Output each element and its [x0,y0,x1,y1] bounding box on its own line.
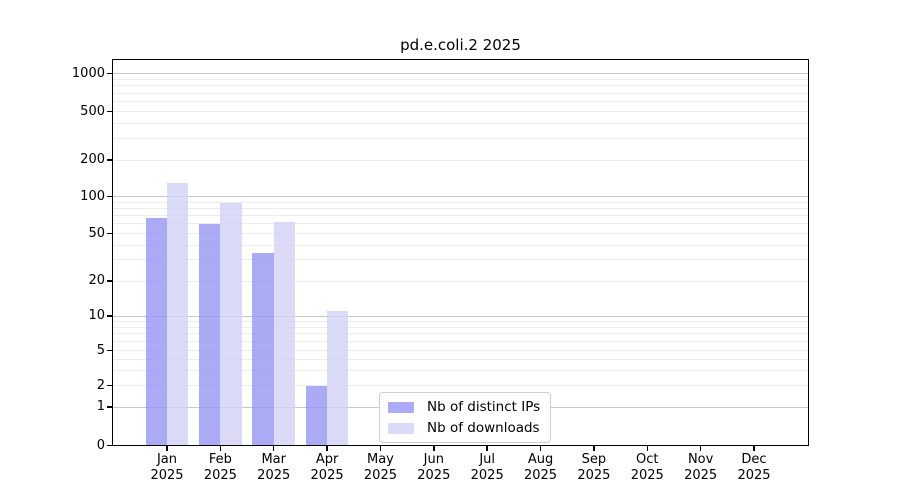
x-tick-mark [166,446,168,451]
x-tick-mark [219,446,222,451]
bar-apr-nb-of-distinct-ips [305,385,328,446]
gridline [113,122,808,124]
legend-swatch-downloads [388,422,414,434]
y-tick-label: 10 [88,308,105,323]
legend: Nb of distinct IPs Nb of downloads [379,392,552,443]
gridline [113,369,808,371]
gridline [113,385,808,386]
gridline [113,233,808,234]
x-tick-mark [539,446,542,451]
gridline [113,111,808,112]
x-tick-mark [593,446,595,451]
bar-mar-nb-of-downloads [273,222,296,446]
gridline [113,280,808,282]
y-tick-label: 1 [96,399,105,414]
y-tick-mark [107,195,112,198]
x-tick-mark [646,446,648,451]
x-tick-label-mar: Mar 2025 [257,452,291,483]
gridline [113,340,808,342]
y-tick-label: 100 [80,188,105,204]
x-tick-mark [273,446,275,451]
x-tick-mark [753,446,755,451]
bar-mar-nb-of-distinct-ips [252,253,274,446]
x-tick-label-jul: Jul 2025 [470,452,504,483]
y-tick-label: 500 [80,103,105,119]
legend-label-downloads: Nb of downloads [427,420,540,436]
gridline [113,92,808,94]
bar-jan-nb-of-downloads [167,182,189,446]
gridline [113,315,808,317]
y-tick-mark [107,384,112,387]
x-tick-mark [486,446,488,451]
bar-feb-nb-of-distinct-ips [199,223,221,446]
y-tick-mark [107,72,112,75]
y-tick-mark [107,280,112,282]
x-tick-label-sep: Sep 2025 [577,452,611,483]
gridline [113,333,808,335]
gridline [113,101,808,102]
y-tick-mark [107,315,112,317]
gridline [113,259,808,261]
y-tick-label: 5 [96,342,105,358]
bar-apr-nb-of-downloads [327,311,349,446]
y-tick-label: 2 [96,377,105,393]
gridline [113,215,808,217]
x-tick-label-jan: Jan 2025 [150,452,184,483]
y-tick-mark [107,232,112,235]
gridline [113,159,808,161]
x-tick-mark [326,446,328,451]
gridline [113,223,808,225]
gridline [113,78,808,80]
x-tick-label-nov: Nov 2025 [684,452,718,483]
x-tick-label-jun: Jun 2025 [417,452,451,483]
x-tick-label-may: May 2025 [363,452,397,483]
x-tick-mark [379,446,382,451]
x-tick-label-apr: Apr 2025 [310,452,344,483]
y-tick-label: 1000 [71,65,105,81]
legend-swatch-distinct-ips [388,401,414,413]
gridline [113,73,808,74]
chart-title: pd.e.coli.2 2025 [400,36,521,54]
gridline [113,138,808,140]
x-tick-mark [699,446,702,451]
gridline [113,85,808,87]
gridline [113,326,808,328]
bar-feb-nb-of-downloads [220,202,242,446]
gridline [113,350,808,351]
y-tick-mark [107,444,112,447]
y-tick-mark [107,110,112,113]
x-tick-label-feb: Feb 2025 [203,452,237,483]
x-tick-label-dec: Dec 2025 [737,452,771,483]
x-tick-label-oct: Oct 2025 [630,452,664,483]
x-tick-mark [433,446,435,451]
y-tick-mark [107,406,112,408]
plot-border [112,59,809,446]
y-tick-mark [107,349,112,352]
y-tick-label: 50 [88,225,105,241]
y-tick-label: 0 [96,437,105,453]
gridline [113,244,808,246]
gridline [113,201,808,203]
legend-item-distinct-ips: Nb of distinct IPs [388,399,540,415]
gridline [113,196,808,197]
bar-jan-nb-of-distinct-ips [145,217,167,446]
y-tick-label: 20 [88,273,105,288]
legend-item-downloads: Nb of downloads [388,420,540,436]
x-tick-label-aug: Aug 2025 [523,452,558,483]
legend-label-distinct-ips: Nb of distinct IPs [427,399,541,415]
y-tick-label: 200 [80,152,105,167]
gridline [113,358,808,360]
gridline [113,320,808,322]
y-tick-mark [107,159,112,161]
gridline [113,207,808,209]
